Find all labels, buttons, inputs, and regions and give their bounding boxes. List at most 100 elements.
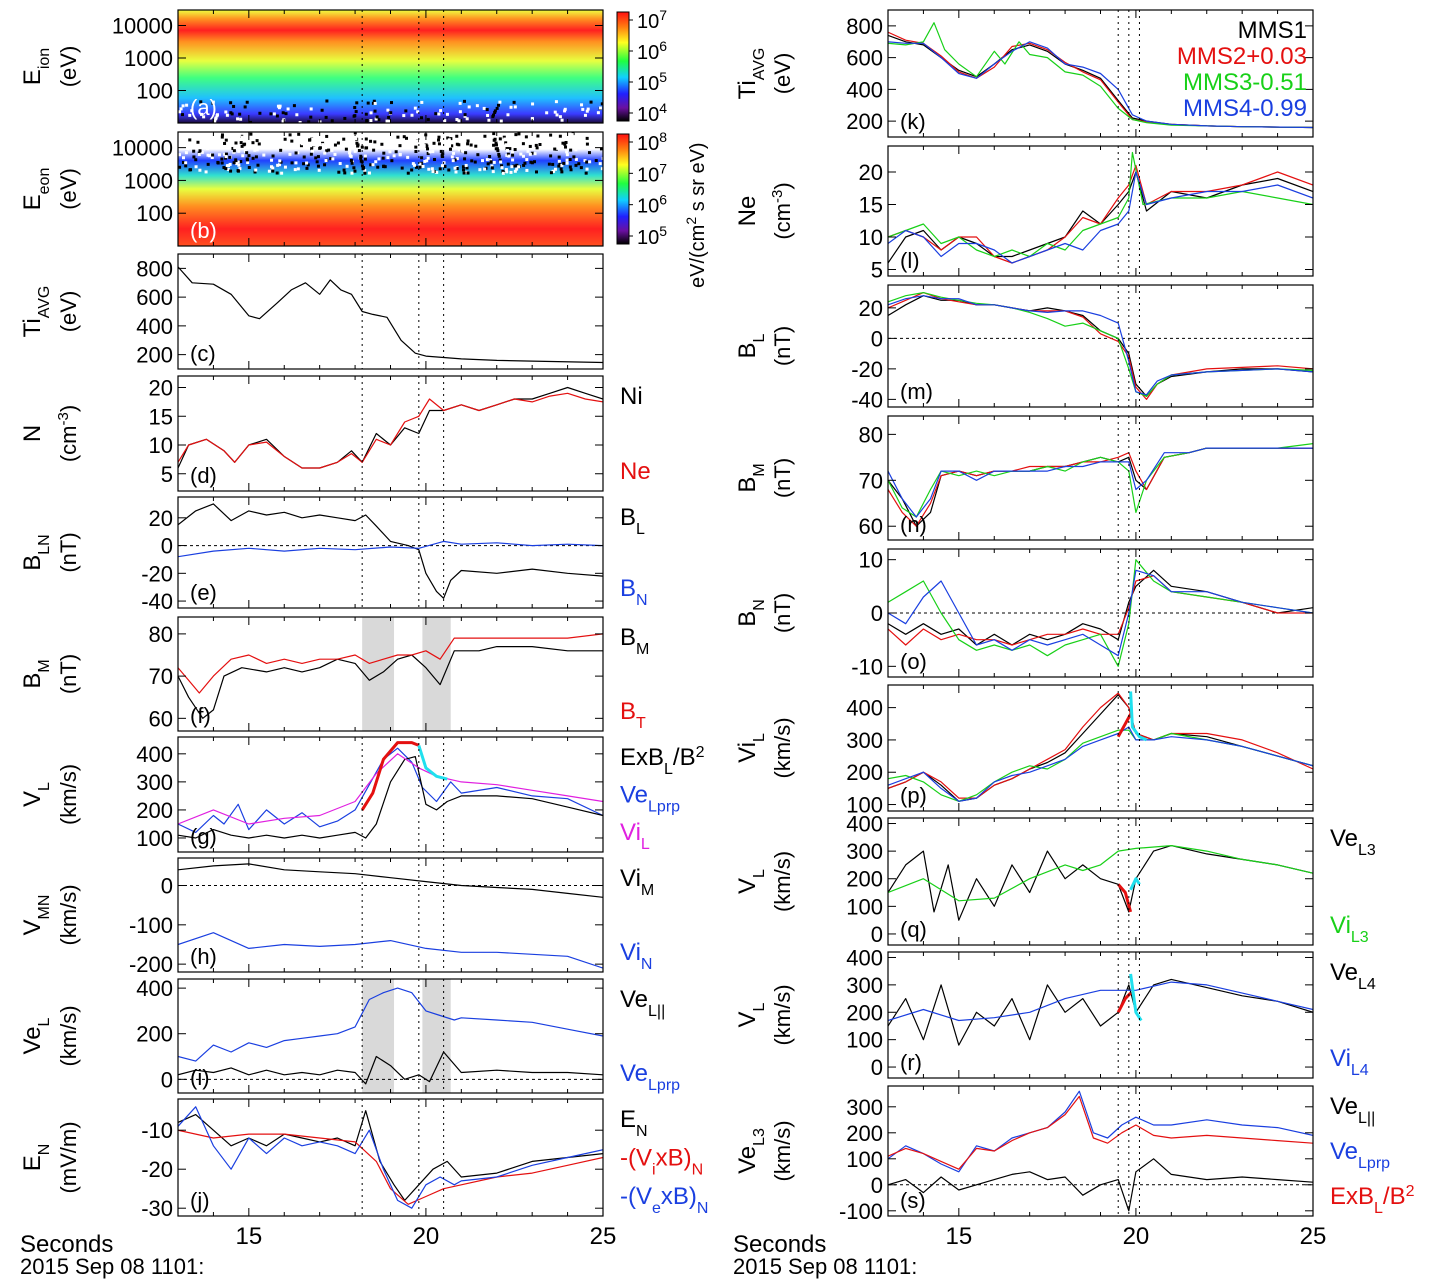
spectrogram-speck: [478, 168, 482, 172]
spectrogram-speck: [446, 136, 450, 140]
y-tick-label: 400: [846, 696, 883, 721]
spectrogram-speck: [229, 101, 233, 105]
spectrogram-speck: [276, 163, 280, 167]
spectrogram-speck: [262, 153, 266, 157]
y-tick-label: -100: [129, 913, 173, 938]
spectrogram-speck: [220, 133, 224, 137]
spectrogram-speck: [215, 113, 219, 117]
spectrogram-speck: [410, 113, 414, 117]
spectrogram-speck: [240, 144, 244, 148]
spectrogram-speck: [528, 152, 532, 156]
panel-label-g: (g): [190, 824, 217, 849]
series-line-g-3: [360, 741, 420, 811]
y-tick-label: 0: [161, 874, 173, 899]
spectrogram-speck: [488, 154, 492, 158]
spectrogram-speck: [545, 111, 549, 115]
y-tick-label: 70: [859, 468, 883, 493]
spectrogram-speck: [513, 105, 517, 109]
spectrogram-speck: [463, 157, 467, 161]
spectrogram-speck: [509, 105, 513, 109]
spectrogram-speck: [466, 139, 470, 143]
spectrogram-speck: [343, 116, 347, 120]
spectrogram-speck: [505, 147, 509, 151]
spectrogram-speck: [569, 168, 573, 172]
spectrogram-speck: [228, 135, 232, 139]
spectrogram-speck: [385, 119, 389, 123]
spectrogram-speck: [402, 135, 406, 139]
spectrogram-speck: [464, 163, 468, 167]
spectrogram-speck: [414, 149, 418, 153]
spectrogram-speck: [224, 155, 228, 159]
panel-label-b: (b): [190, 218, 217, 243]
panel-label-m: (m): [900, 379, 933, 404]
spectrogram-speck: [435, 170, 439, 174]
spectrogram-speck: [565, 150, 569, 154]
spectrogram-speck: [507, 154, 511, 158]
plot-area-e: [178, 497, 603, 608]
spectrogram-speck: [443, 165, 447, 169]
y-tick-label: -30: [141, 1196, 173, 1221]
spectrogram-speck: [284, 112, 288, 116]
spectrogram-speck: [215, 135, 219, 139]
spectrogram-speck: [210, 156, 214, 160]
panel-frame-l: [887, 145, 1314, 277]
legend-entry-i-1: VeLprp: [620, 1060, 680, 1094]
spectrogram-speck: [439, 109, 443, 113]
y-tick-label: 10000: [112, 14, 173, 39]
spectrogram-speck: [437, 112, 441, 116]
spectrogram-speck: [553, 167, 557, 171]
panel-label-r: (r): [900, 1050, 922, 1075]
spectrogram-speck: [190, 109, 194, 113]
series-line-l-2: [888, 151, 1313, 258]
spectrogram-speck: [600, 102, 603, 106]
spectrogram-speck: [234, 158, 238, 162]
y-axis-unit-m: (nT): [770, 326, 795, 366]
spectrogram-speck: [426, 156, 430, 160]
spectrogram-speck: [298, 120, 302, 123]
spectrogram-speck: [348, 151, 352, 155]
spectrogram-speck: [454, 170, 458, 174]
spectrogram-speck: [557, 164, 561, 168]
y-axis-unit-l: (cm-3): [769, 182, 796, 239]
spectrogram-speck: [511, 158, 515, 162]
spectrogram-speck: [497, 154, 501, 158]
panel-frame-n: [887, 415, 1314, 541]
spectrogram-speck: [440, 164, 444, 168]
spectrogram-speck: [533, 152, 537, 156]
spectrogram-speck: [426, 151, 430, 155]
spectrogram-speck: [247, 154, 251, 158]
spectrogram-speck: [213, 119, 217, 123]
spectrogram-speck: [211, 153, 215, 157]
spectrogram-speck: [457, 148, 461, 152]
spectrogram-speck: [204, 145, 208, 149]
spectrogram-speck: [206, 162, 210, 166]
y-tick-label: 200: [136, 798, 173, 823]
spectrogram-speck: [196, 140, 200, 144]
spectrogram-speck: [310, 147, 314, 151]
spectrogram-speck: [426, 147, 430, 151]
plot-area-c: [178, 254, 603, 369]
spectrogram-speck: [179, 107, 183, 111]
spectrogram-speck: [270, 158, 274, 162]
spectrogram-speck: [256, 163, 260, 167]
colorbar-unit-label: eV/(cm2 s sr eV): [683, 142, 709, 288]
spectrogram-speck: [504, 141, 508, 145]
y-axis-unit-g: (km/s): [56, 764, 81, 825]
spectrogram-speck: [600, 167, 603, 171]
legend-entry-f-0: BM: [620, 624, 649, 658]
spectrogram-speck: [437, 142, 441, 146]
panel-p: 400 300 200 100 (p) ViL (km/s): [734, 684, 1314, 818]
spectrogram-speck: [517, 165, 521, 169]
spectrogram-speck: [278, 159, 282, 163]
spectrogram-speck: [485, 108, 489, 112]
spectrogram-speck: [505, 170, 509, 174]
y-tick-label: 400: [136, 314, 173, 339]
spectrogram-speck: [275, 114, 279, 118]
spectrogram-speck: [551, 169, 555, 173]
spectrogram-speck: [224, 167, 228, 171]
spectrogram-speck: [313, 146, 317, 150]
spectrogram-speck: [194, 158, 198, 162]
series-line-g-2: [178, 753, 603, 825]
spectrogram-speck: [538, 143, 542, 147]
spectrogram-speck: [300, 142, 304, 146]
